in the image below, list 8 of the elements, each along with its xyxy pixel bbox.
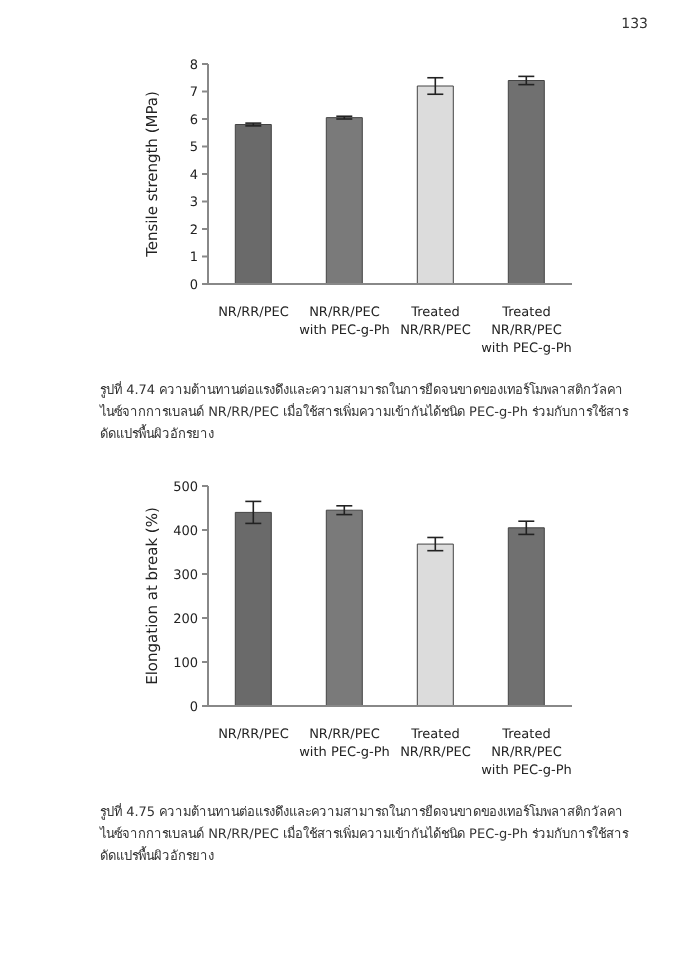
bar xyxy=(416,85,454,284)
bar xyxy=(507,527,545,706)
bar xyxy=(416,543,454,706)
bar xyxy=(325,509,363,706)
bar xyxy=(234,511,272,706)
bar xyxy=(234,124,272,284)
bar xyxy=(507,80,545,284)
bar xyxy=(325,117,363,284)
